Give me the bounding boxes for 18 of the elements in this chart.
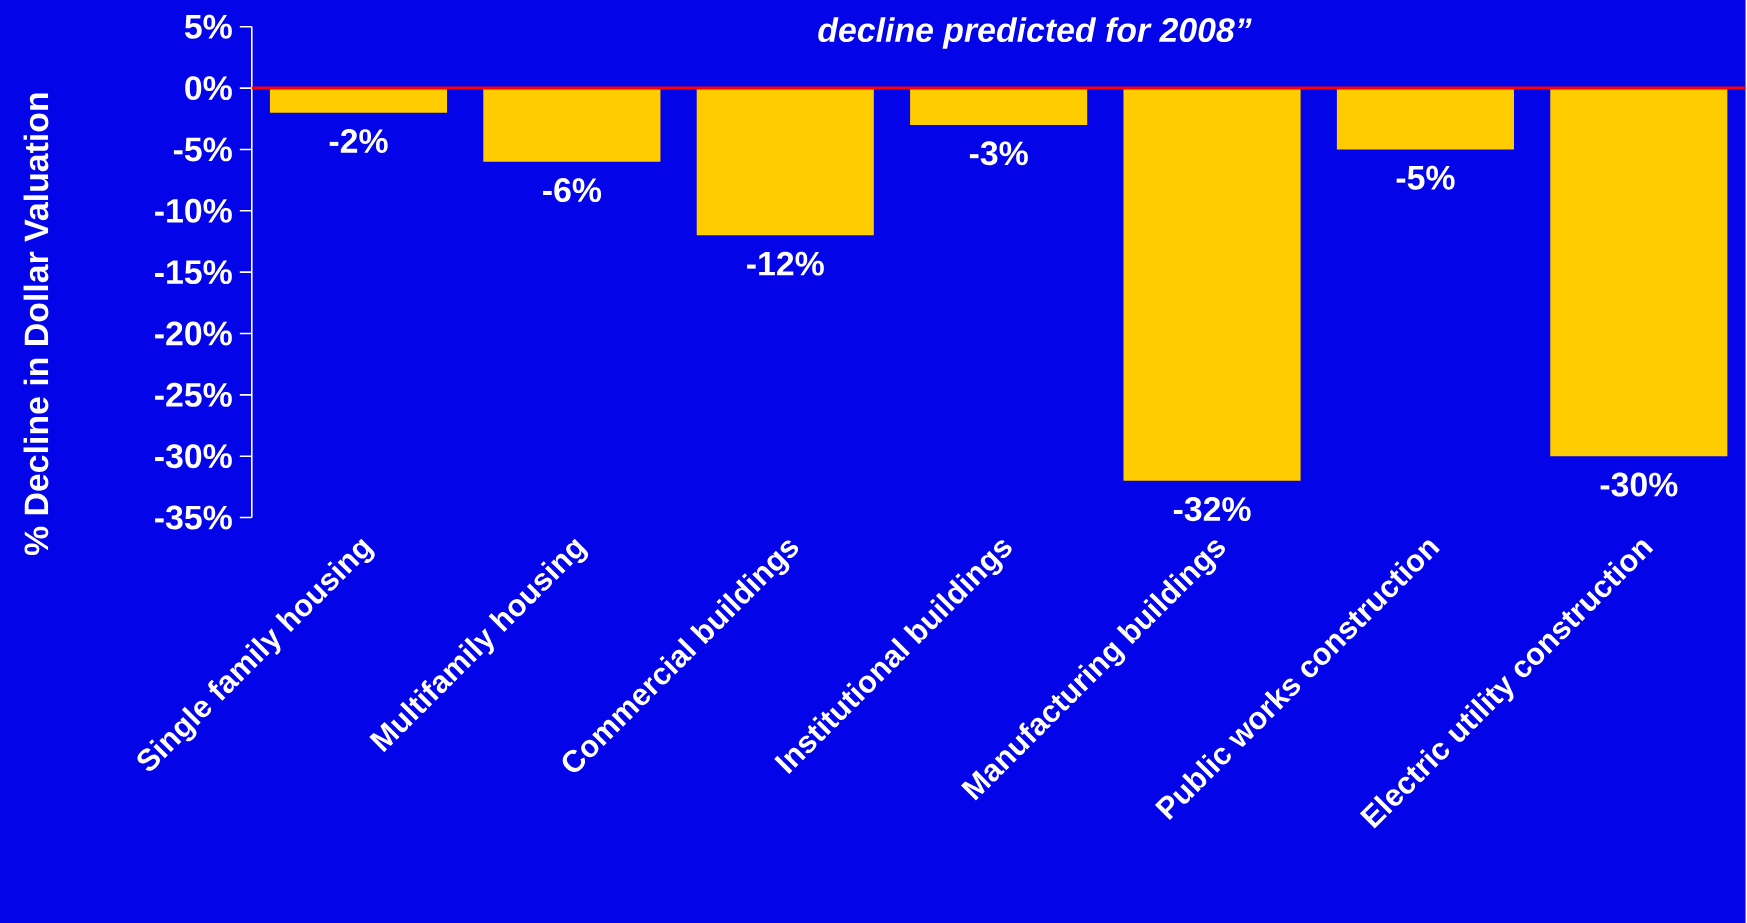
y-tick-label: -30% (155, 444, 232, 469)
data-label: -2% (329, 128, 388, 153)
y-tick-label: -25% (155, 382, 232, 407)
y-tick-label: -10% (155, 198, 232, 223)
data-label: -12% (747, 251, 824, 276)
data-label: -32% (1173, 497, 1251, 522)
chart-title: decline predicted for 2008” (818, 17, 1252, 49)
y-tick-label: -15% (155, 260, 232, 285)
y-tick-label: -35% (155, 505, 232, 530)
data-label: -30% (1600, 472, 1678, 497)
data-label: -5% (1396, 165, 1455, 190)
data-label: -3% (969, 141, 1028, 166)
data-label: -6% (543, 178, 602, 202)
y-tick-label: -5% (173, 137, 232, 162)
y-tick-label: -20% (155, 321, 232, 346)
y-tick-label: 0% (185, 76, 232, 101)
y-tick-label: 5% (184, 14, 232, 39)
y-axis-title: % Decline in Dollar Valuation (23, 93, 49, 556)
